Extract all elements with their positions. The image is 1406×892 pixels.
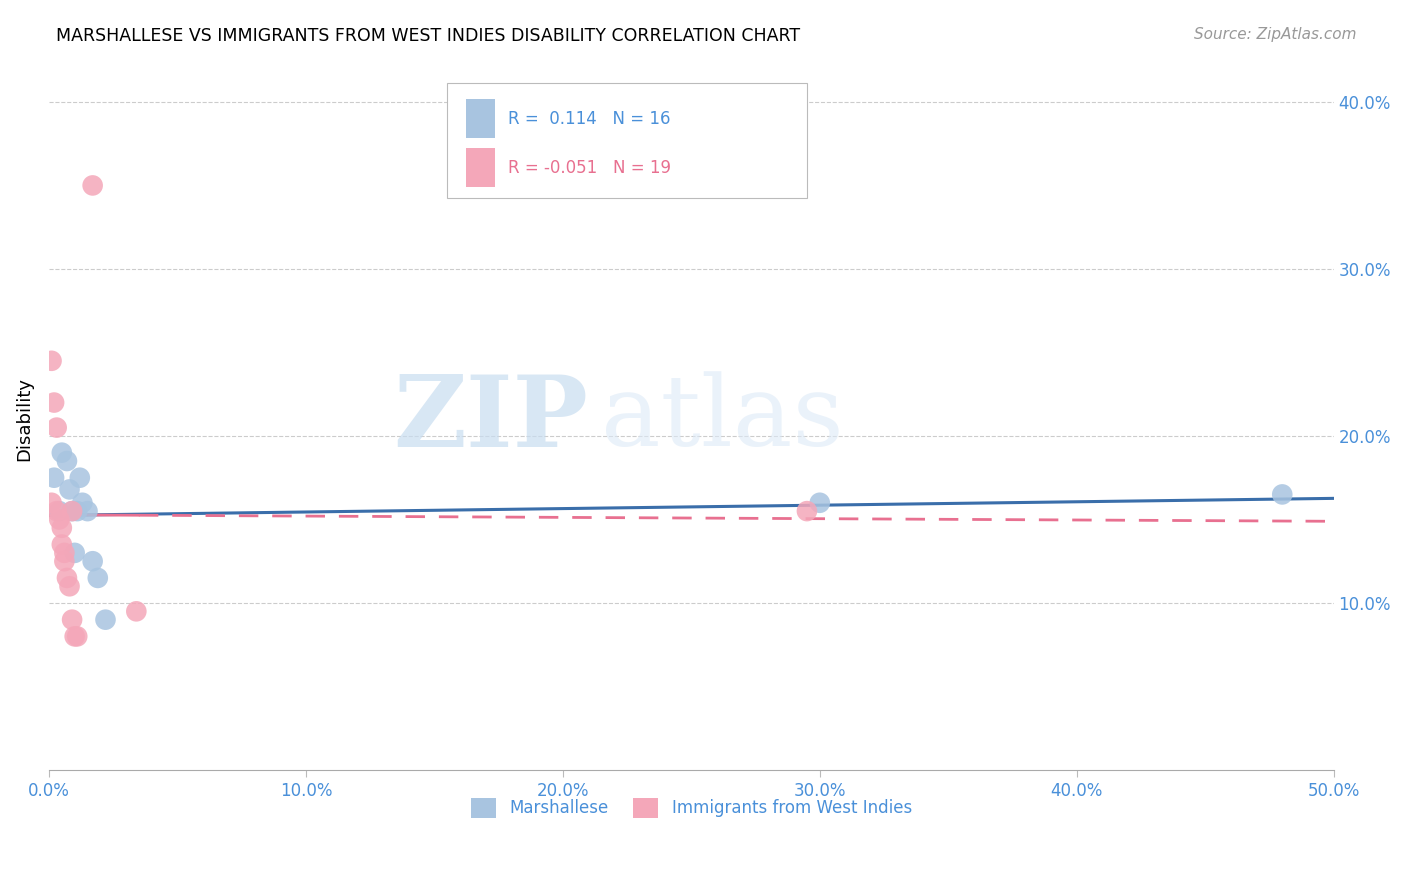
Point bbox=[63, 546, 86, 560]
FancyBboxPatch shape bbox=[447, 83, 807, 198]
Point bbox=[45, 504, 67, 518]
Point bbox=[69, 471, 91, 485]
Point bbox=[82, 178, 104, 193]
Text: Source: ZipAtlas.com: Source: ZipAtlas.com bbox=[1194, 27, 1357, 42]
Point bbox=[1271, 487, 1294, 501]
Point bbox=[82, 554, 104, 568]
Text: R =  0.114   N = 16: R = 0.114 N = 16 bbox=[508, 110, 671, 128]
Bar bbox=[467, 99, 495, 138]
Point bbox=[51, 521, 73, 535]
Point bbox=[66, 629, 89, 643]
Text: MARSHALLESE VS IMMIGRANTS FROM WEST INDIES DISABILITY CORRELATION CHART: MARSHALLESE VS IMMIGRANTS FROM WEST INDI… bbox=[56, 27, 800, 45]
Point bbox=[42, 395, 65, 409]
Point bbox=[51, 445, 73, 459]
Point bbox=[58, 579, 80, 593]
Point bbox=[45, 420, 67, 434]
Point bbox=[87, 571, 110, 585]
Point bbox=[66, 504, 89, 518]
Point bbox=[808, 496, 831, 510]
Point bbox=[796, 504, 818, 518]
Legend: Marshallese, Immigrants from West Indies: Marshallese, Immigrants from West Indies bbox=[464, 791, 918, 825]
Point bbox=[60, 504, 83, 518]
Point bbox=[41, 496, 63, 510]
Point bbox=[63, 629, 86, 643]
Text: ZIP: ZIP bbox=[394, 371, 589, 467]
Text: atlas: atlas bbox=[602, 371, 844, 467]
Point bbox=[41, 353, 63, 368]
Point bbox=[51, 537, 73, 551]
Point bbox=[56, 454, 79, 468]
Point bbox=[60, 504, 83, 518]
Point bbox=[53, 546, 76, 560]
Point bbox=[56, 571, 79, 585]
Point bbox=[72, 496, 94, 510]
Point bbox=[58, 483, 80, 497]
Y-axis label: Disability: Disability bbox=[15, 377, 32, 461]
Point bbox=[48, 512, 70, 526]
Bar bbox=[467, 148, 495, 187]
Point bbox=[60, 613, 83, 627]
Point bbox=[125, 604, 148, 618]
Text: R = -0.051   N = 19: R = -0.051 N = 19 bbox=[508, 159, 671, 177]
Point bbox=[76, 504, 98, 518]
Point bbox=[42, 471, 65, 485]
Point bbox=[48, 504, 70, 518]
Point bbox=[94, 613, 117, 627]
Point bbox=[53, 554, 76, 568]
